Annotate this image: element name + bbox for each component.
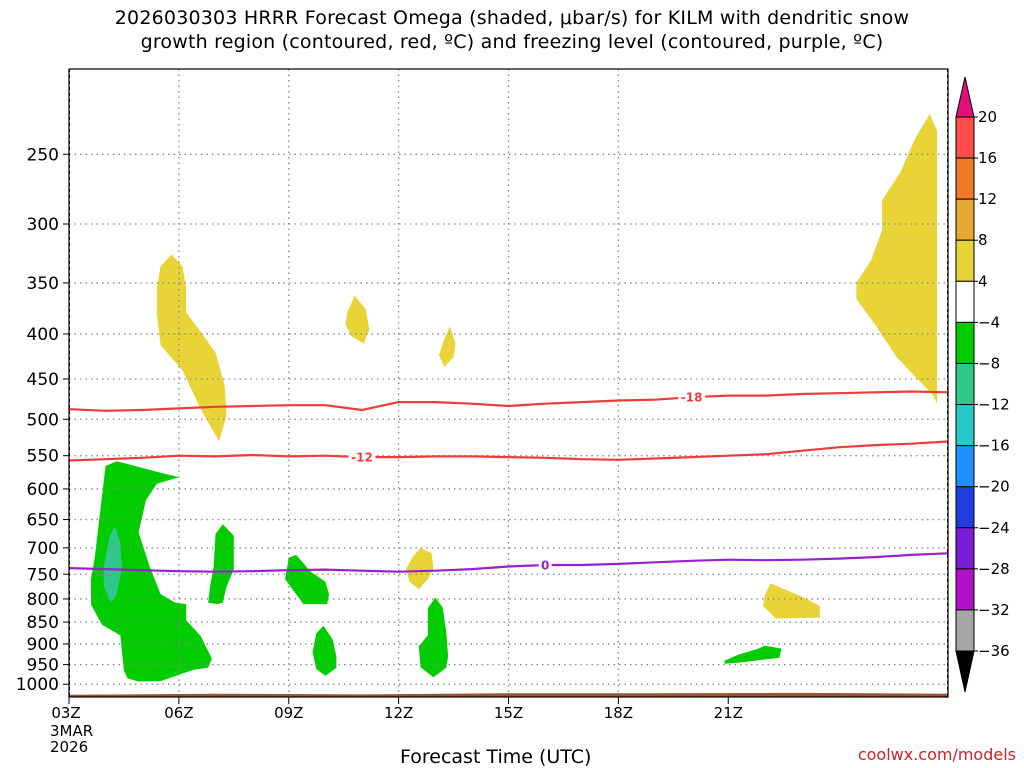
colorbar-label-2: 12 <box>978 190 997 208</box>
y-tick-label-600: 600 <box>27 480 59 500</box>
y-tick-label-500: 500 <box>27 410 59 430</box>
y-tick-label-550: 550 <box>27 447 59 467</box>
y-tick-label-850: 850 <box>27 613 59 633</box>
x-tick-label-18Z: 18Z <box>604 704 633 722</box>
x-axis-label: Forecast Time (UTC) <box>400 746 592 768</box>
colorbar-bin--16-to--12 <box>955 404 975 447</box>
colorbar-bin-4-to-8 <box>955 239 975 282</box>
colorbar-label-11: −28 <box>978 560 1010 578</box>
omega-region-3 <box>856 114 937 404</box>
contour-line-2 <box>68 552 949 573</box>
colorbar-bin-16-to-20 <box>955 116 975 159</box>
contour-label-bg-2 <box>538 557 552 572</box>
colorbar-bin--4-to-4 <box>955 280 975 323</box>
colorbar-bin-8-to-12 <box>955 198 975 241</box>
chart-title: 2026030303 HRRR Forecast Omega (shaded, … <box>0 6 1024 54</box>
colorbar-bin-12-to-16 <box>955 157 975 200</box>
y-tick-label-900: 900 <box>27 635 59 655</box>
colorbar-label-1: 16 <box>978 149 997 167</box>
y-tick-label-1000: 1000 <box>16 675 59 695</box>
y-tick-label-400: 400 <box>27 325 59 345</box>
y-tick-label-350: 350 <box>27 274 59 294</box>
contour-line-1 <box>68 440 949 462</box>
omega-region-8 <box>208 524 234 605</box>
ground-layer <box>69 692 948 697</box>
y-tick-label-700: 700 <box>27 539 59 559</box>
contour-label-2: 0 <box>541 558 549 572</box>
omega-region-12 <box>724 645 782 664</box>
omega-region-4 <box>405 547 434 590</box>
omega-region-10 <box>312 625 337 676</box>
colorbar-bin--28-to--24 <box>955 527 975 570</box>
contour-label-bg-0 <box>678 390 706 405</box>
omega-region-9 <box>285 554 329 605</box>
y-tick-label-250: 250 <box>27 145 59 165</box>
colorbar-bin--12-to--8 <box>955 362 975 406</box>
colorbar-label-3: 8 <box>978 231 988 249</box>
omega-region-11 <box>418 597 449 678</box>
colorbar-label-8: −16 <box>978 437 1010 455</box>
source-credit: coolwx.com/models <box>857 745 1016 764</box>
x-start-date-1: 2026 <box>50 738 88 756</box>
colorbar-label-9: −20 <box>978 478 1010 496</box>
omega-region-1 <box>345 295 370 344</box>
colorbar-label-5: −4 <box>978 313 1000 331</box>
omega-region-0 <box>156 254 227 442</box>
colorbar-label-12: −32 <box>978 601 1010 619</box>
x-start-date-0: 3MAR <box>50 722 93 740</box>
omega-shading-layer <box>91 114 937 682</box>
colorbar-bottom-arrow <box>955 650 975 693</box>
title-line-1: 2026030303 HRRR Forecast Omega (shaded, … <box>114 7 910 29</box>
title-line-2: growth region (contoured, red, ºC) and f… <box>140 31 884 53</box>
colorbar-bin--8-to--4 <box>955 321 975 364</box>
x-tick-label-21Z: 21Z <box>714 704 743 722</box>
colorbar-label-6: −8 <box>978 354 1000 372</box>
colorbar-bin--32-to--28 <box>955 568 975 611</box>
colorbar-bin--36-to--32 <box>955 609 975 652</box>
contour-layer: -18 -12 0 <box>68 390 949 573</box>
y-tick-label-750: 750 <box>27 565 59 585</box>
colorbar-bin--20-to--16 <box>955 445 975 488</box>
colorbar-label-7: −12 <box>978 396 1010 414</box>
colorbar-label-13: −36 <box>978 642 1010 660</box>
x-tick-label-15Z: 15Z <box>494 704 523 722</box>
x-tick-label-09Z: 09Z <box>274 704 303 722</box>
y-tick-label-300: 300 <box>27 215 59 235</box>
omega-region-5 <box>763 583 820 619</box>
y-tick-label-650: 650 <box>27 511 59 531</box>
axes-layer: 2503003504004505005506006507007508008509… <box>16 68 949 756</box>
y-tick-label-800: 800 <box>27 590 59 610</box>
contour-label-1: -12 <box>351 451 373 465</box>
contour-label-0: -18 <box>681 391 703 405</box>
colorbar-label-0: 20 <box>978 108 997 126</box>
y-tick-label-950: 950 <box>27 656 59 676</box>
x-tick-label-03Z: 03Z <box>51 704 80 722</box>
colorbar-bin--24-to--20 <box>955 486 975 529</box>
contour-line-0 <box>68 390 949 412</box>
colorbar-label-10: −24 <box>978 519 1010 537</box>
x-tick-label-06Z: 06Z <box>164 704 193 722</box>
colorbar-top-arrow <box>955 76 975 118</box>
omega-region-7 <box>103 526 123 603</box>
ground-surface <box>69 692 948 697</box>
x-tick-label-12Z: 12Z <box>384 704 413 722</box>
y-tick-label-450: 450 <box>27 370 59 390</box>
contour-label-bg-1 <box>348 450 376 465</box>
grid-layer <box>69 69 948 697</box>
omega-region-2 <box>438 326 456 367</box>
colorbar: 20 16 12 8 4 −4 −8 −12 −16 −20 −24 −28 −32 −36 <box>955 76 1010 693</box>
colorbar-label-4: 4 <box>978 272 988 290</box>
